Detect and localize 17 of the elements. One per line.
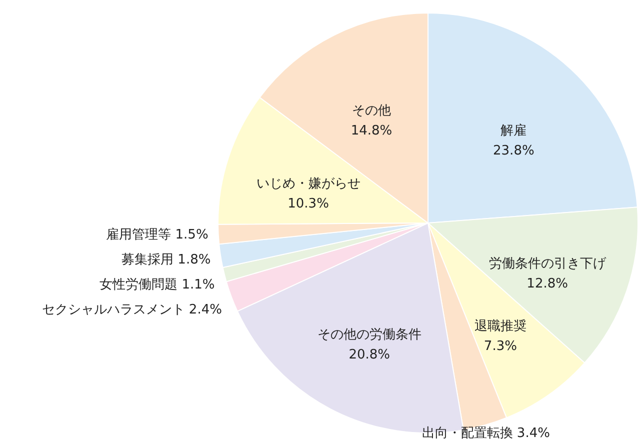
slice-label: いじめ・嫌がらせ (256, 176, 360, 192)
slice-label: その他の労働条件 (317, 328, 422, 343)
slice-label: 募集採用 1.8% (122, 252, 211, 268)
data-label: 12.8% (526, 276, 568, 292)
slice-label: 退職推奨 (474, 319, 526, 334)
slice-label: その他 (352, 103, 392, 118)
slice-label: 出向・配置転換 3.4% (422, 426, 550, 441)
data-label: 14.8% (350, 123, 392, 138)
slice-label: セクシャルハラスメント 2.4% (42, 302, 222, 318)
slice-label: 雇用管理等 1.5% (106, 226, 208, 243)
data-label: 20.8% (348, 348, 390, 363)
slice-label: 女性労働問題 1.1% (100, 278, 215, 293)
data-label: 23.8% (493, 144, 534, 159)
slice-label: 解雇 (500, 122, 527, 139)
slice-label: 労働条件の引き下げ (488, 256, 607, 272)
data-label: 7.3% (484, 339, 517, 354)
data-label: 10.3% (288, 196, 329, 212)
